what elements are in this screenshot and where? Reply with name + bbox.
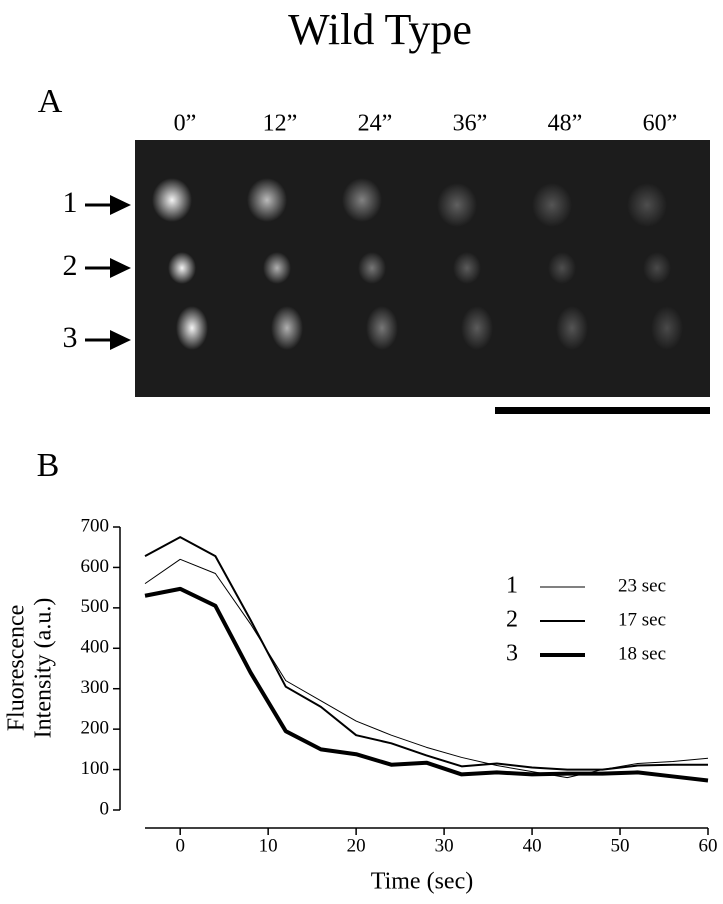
y-tick-label: 0 [100, 798, 110, 819]
legend-label: 3 [506, 641, 518, 667]
x-axis-label: Time (sec) [371, 869, 473, 895]
time-label: 0” [174, 111, 197, 137]
legend-label: 1 [506, 573, 518, 599]
y-tick-label: 100 [81, 758, 110, 779]
time-label: 36” [453, 111, 488, 137]
legend-note: 23 sec [618, 575, 666, 596]
row-label: 3 [63, 321, 78, 354]
legend-label: 2 [506, 607, 518, 633]
time-label: 12” [263, 111, 298, 137]
figure-title: Wild Type [288, 5, 472, 54]
x-tick-label: 0 [175, 835, 185, 856]
series-line [144, 536, 708, 771]
time-labels: 0” 12” 24” 36” 48” 60” [174, 111, 678, 137]
scale-bar [495, 407, 710, 414]
y-tick-label: 300 [81, 677, 110, 698]
x-tick-label: 10 [259, 835, 278, 856]
x-tick-label: 60 [699, 835, 718, 856]
micrograph [135, 140, 710, 397]
row-label: 2 [63, 249, 78, 282]
panel-label: B [37, 447, 60, 484]
row-label: 1 [63, 186, 78, 219]
micrograph-blobs [152, 178, 683, 350]
y-axis-label: Intensity (a.u.) [31, 598, 57, 739]
row-labels: 1 2 3 [63, 186, 131, 354]
x-tick-label: 30 [435, 835, 454, 856]
y-tick-label: 400 [81, 637, 110, 658]
arrow-head [110, 330, 131, 350]
time-label: 60” [643, 111, 678, 137]
y-axis-label: Fluorescence [4, 605, 30, 732]
y-tick-label: 200 [81, 718, 110, 739]
arrow-head [110, 195, 131, 215]
legend-note: 18 sec [618, 643, 666, 664]
y-tick-label: 600 [81, 556, 110, 577]
chart: 0 100 200 300 400 500 600 700 0 10 20 30 40 50 60 Time … [4, 515, 718, 894]
arrow-head [110, 258, 131, 278]
time-label: 48” [548, 111, 583, 137]
series-line [144, 586, 709, 783]
y-tick-label: 700 [81, 515, 110, 536]
x-tick-label: 20 [347, 835, 366, 856]
time-label: 24” [358, 111, 393, 137]
y-tick-label: 500 [81, 596, 110, 617]
x-tick-label: 40 [523, 835, 542, 856]
x-tick-label: 50 [611, 835, 630, 856]
panel-label: A [38, 83, 63, 120]
legend-note: 17 sec [618, 609, 666, 630]
